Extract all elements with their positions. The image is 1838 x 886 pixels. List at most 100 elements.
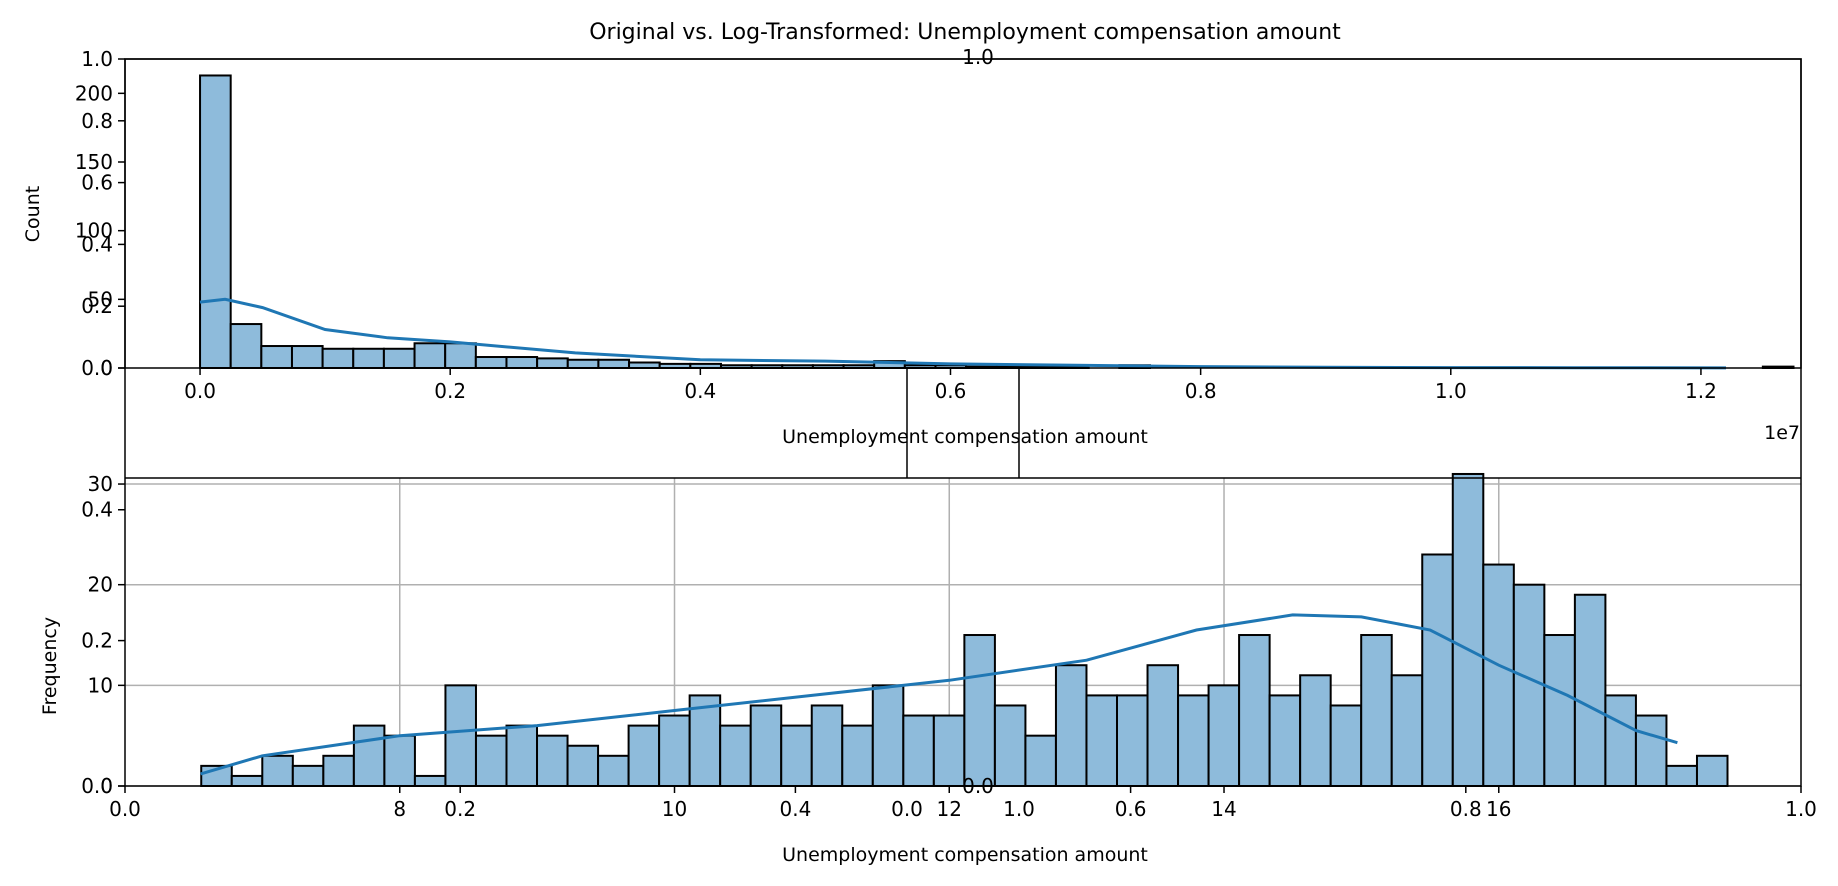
- overlay-upper-y-tick-label: 0.2: [81, 294, 113, 318]
- original-plot-frame: [124, 58, 1802, 369]
- log-hist-bar: [1695, 754, 1729, 787]
- log-hist-bar: [749, 704, 783, 787]
- log-x-axis: 8 10 12 14 16: [393, 786, 1511, 821]
- overlay-lower-x-tick-label: 0.8: [1450, 797, 1482, 821]
- original-hist-bar: [444, 342, 477, 369]
- log-hist-bar: [1512, 583, 1546, 787]
- overlay-center-zero-label: 0.0: [962, 774, 994, 798]
- original-y-axis-label: Count: [22, 186, 44, 242]
- log-y-tick-label: 30: [88, 472, 113, 496]
- log-hist-bar: [444, 684, 477, 788]
- overlay-lower-x-tick-label: 0.2: [444, 797, 476, 821]
- overlay-lower-x-tick-label: 0.4: [779, 797, 811, 821]
- log-hist-bar: [1329, 704, 1363, 787]
- original-hist-bar: [474, 356, 508, 370]
- log-hist-bar: [230, 774, 264, 787]
- original-y-tick-label: 200: [75, 81, 113, 105]
- original-hist-bar: [566, 358, 600, 370]
- log-hist-bar: [413, 774, 447, 787]
- original-y-tick-label: 100: [75, 219, 113, 243]
- original-panel: 0.0 0.2 0.4 0.6 0.8 1.0 1.2 0 50 100 150 200 Unemp…: [22, 58, 1802, 448]
- log-hist-bar: [536, 734, 569, 788]
- overlay-axes: 0.0 0.2 0.4 0.6 0.8 1.0 0.0 0.2 0.4 0.0 0.2 0.4 0.6 0…: [81, 45, 1817, 821]
- log-hist-bar: [963, 634, 996, 787]
- log-y-tick-label: 0: [100, 774, 113, 798]
- original-hist-bar: [382, 347, 416, 370]
- original-x-axis: 0.0 0.2 0.4 0.6 0.8 1.0 1.2: [184, 368, 1717, 403]
- original-x-offset-label: 1e7: [1764, 422, 1800, 444]
- overlay-ticks: 0.0 0.2 0.4 0.6 0.8 1.0 0.0 0.2 0.4 0.0 0.2 0.4 0.6 0…: [81, 45, 1817, 821]
- log-hist-bar: [1604, 694, 1637, 787]
- original-x-tick-label: 0.2: [434, 379, 466, 403]
- log-hist-bar: [1054, 664, 1088, 788]
- log-kde-line: [200, 613, 1678, 776]
- log-hist-bar: [1146, 664, 1180, 788]
- original-hist-bar: [290, 345, 324, 370]
- log-hist-bar: [871, 684, 905, 788]
- log-x-tick-label: 10: [662, 797, 687, 821]
- original-y-tick-label: 50: [88, 287, 113, 311]
- log-hist-bar: [688, 694, 722, 787]
- log-y-tick-label: 10: [88, 673, 113, 697]
- log-hist-bar: [291, 764, 325, 787]
- log-hist-bar: [993, 704, 1027, 787]
- log-hist-bar: [932, 714, 966, 787]
- original-hist-bars: [199, 74, 1795, 370]
- log-x-tick-label: 14: [1211, 797, 1236, 821]
- log-hist-bar: [1665, 764, 1698, 787]
- log-hist-bar: [719, 724, 752, 788]
- log-y-axis: 0 10 20 30: [88, 472, 125, 798]
- original-hist-bar: [597, 358, 631, 370]
- original-x-tick-label: 1.2: [1685, 379, 1717, 403]
- log-hist-bar: [1238, 634, 1271, 787]
- overlay-lower-x-tick-label: 1.0: [1785, 797, 1817, 821]
- log-x-tick-label: 12: [937, 797, 962, 821]
- log-hist-bar: [1115, 694, 1149, 787]
- log-hist-bar: [841, 724, 874, 788]
- overlay-lower-y-tick-label: 0.0: [81, 774, 113, 798]
- log-hist-bar: [1268, 694, 1302, 787]
- log-hist-bar: [810, 704, 844, 787]
- overlay-upper-y-tick-label: 0.4: [81, 232, 113, 256]
- log-hist-bar: [383, 734, 416, 788]
- original-y-axis: 0 50 100 150 200: [75, 81, 125, 380]
- log-hist-bar: [261, 754, 294, 787]
- log-hist-bar: [1207, 684, 1241, 788]
- log-hist-bar: [1360, 634, 1393, 787]
- original-x-tick-label: 0.0: [184, 379, 216, 403]
- figure-title: Original vs. Log-Transformed: Unemployme…: [589, 20, 1341, 45]
- log-hist-bar: [1177, 694, 1210, 787]
- overlay-upper-y-tick-label: 0.0: [81, 356, 113, 380]
- original-x-tick-label: 0.4: [684, 379, 716, 403]
- log-hist-bar: [1085, 694, 1118, 787]
- log-hist-bar: [352, 724, 386, 788]
- overlay-lower-x-tick-label: 0.0: [109, 797, 141, 821]
- log-x-axis-label: Unemployment compensation amount: [782, 844, 1148, 866]
- log-hist-bar: [902, 714, 935, 787]
- original-hist-bar: [505, 356, 539, 370]
- log-hist-bar: [474, 734, 508, 788]
- overlay-lower-x-tick-label: 0.6: [1115, 797, 1147, 821]
- original-hist-bar: [229, 323, 263, 370]
- original-x-tick-label: 0.8: [1185, 379, 1217, 403]
- original-y-tick-label: 150: [75, 150, 113, 174]
- log-y-tick-label: 20: [88, 573, 113, 597]
- original-x-axis-label: Unemployment compensation amount: [782, 426, 1148, 448]
- original-x-tick-label: 0.6: [935, 379, 967, 403]
- overlay-frame: [124, 58, 1802, 787]
- overlay-lower-y-tick-label: 0.2: [81, 629, 113, 653]
- log-hist-bar: [1634, 714, 1668, 787]
- original-y-tick-label: 0: [100, 356, 113, 380]
- log-hist-bar: [505, 724, 539, 788]
- log-hist-bar: [1421, 553, 1454, 787]
- log-hist-bar: [627, 724, 661, 788]
- original-hist-bar: [260, 345, 293, 370]
- overlay-center-x-tick-label: 1.0: [1003, 797, 1035, 821]
- original-hist-bar: [321, 347, 355, 370]
- log-hist-bar: [597, 754, 630, 787]
- overlay-upper-y-tick-label: 1.0: [81, 47, 113, 71]
- log-hist-bar: [1573, 593, 1607, 788]
- log-hist-bar: [1482, 563, 1515, 787]
- log-hist-bar: [1543, 634, 1576, 787]
